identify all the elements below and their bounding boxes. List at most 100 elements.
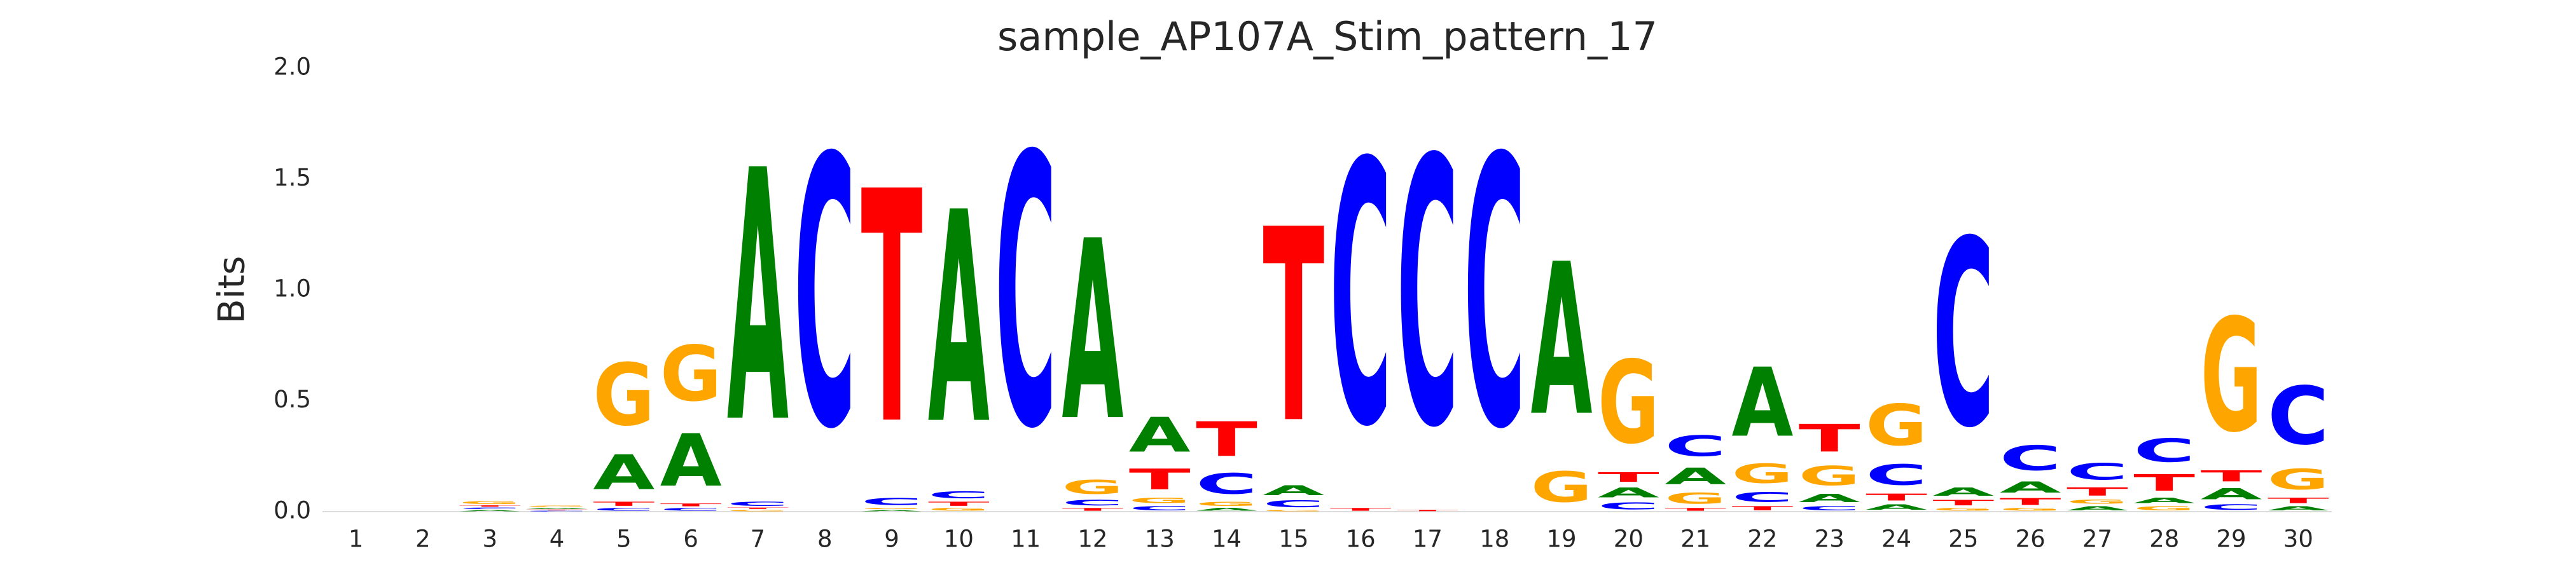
logo-letter: A (1263, 483, 1324, 498)
logo-letter: T (660, 503, 722, 507)
x-tick-label: 19 (1547, 526, 1577, 553)
logo-letter: T (1196, 412, 1257, 467)
logo-letter: G (2268, 463, 2329, 496)
logo-letter: C (1330, 87, 1392, 507)
logo-letter: A (660, 419, 722, 503)
logo-letter: T (2201, 467, 2262, 485)
logo-letter: C (995, 78, 1056, 510)
logo-letter: A (2201, 485, 2262, 503)
x-tick-label: 9 (884, 526, 899, 553)
logo-letter: T (1397, 510, 1458, 512)
x-tick-label: 2 (415, 526, 431, 553)
logo-letter: A (1665, 463, 1726, 489)
logo-letter: G (1062, 477, 1124, 499)
logo-letter: G (2000, 507, 2061, 512)
x-tick-label: 22 (1747, 526, 1777, 553)
logo-letter: C (1062, 498, 1124, 507)
logo-letter: T (2000, 496, 2061, 507)
logo-letter: G (1598, 336, 1659, 469)
logo-letter: C (1665, 430, 1726, 463)
logo-letter: C (2268, 371, 2329, 463)
logo-letter: G (1665, 489, 1726, 507)
logo-letter: C (794, 81, 855, 511)
x-tick-label: 13 (1145, 526, 1175, 553)
x-tick-label: 24 (1881, 526, 1911, 553)
logo-letter: C (660, 507, 722, 512)
x-tick-label: 5 (616, 526, 632, 553)
logo-letter: A (928, 150, 990, 488)
logo-letter: C (928, 489, 990, 500)
logo-letter: A (2133, 496, 2195, 505)
logo-letter: T (1062, 507, 1124, 512)
logo-letter: C (1732, 489, 1794, 505)
logo-letter: T (526, 510, 588, 511)
logo-letter: G (1196, 501, 1257, 507)
logo-letter: A (1732, 348, 1794, 458)
x-tick-label: 29 (2217, 526, 2247, 553)
logo-letter: G (928, 507, 990, 512)
x-tick-label: 12 (1077, 526, 1107, 553)
logo-letter: G (1799, 461, 1860, 492)
logo-letter: T (1866, 492, 1927, 503)
logo-letter: G (727, 510, 789, 512)
x-tick-label: 28 (2149, 526, 2179, 553)
logo-letter: C (593, 507, 654, 512)
x-tick-label: 3 (482, 526, 497, 553)
logo-letter: G (2201, 287, 2262, 467)
logo-letter: T (1129, 463, 1191, 496)
logo-letter: C (1196, 468, 1257, 501)
logo-letter: C (459, 507, 521, 509)
x-tick-label: 10 (944, 526, 974, 553)
logo-letter: C (526, 510, 588, 512)
logo-letter: G (1866, 392, 1927, 458)
logo-letter: A (1196, 507, 1257, 512)
x-tick-label: 14 (1212, 526, 1242, 553)
logo-letter: G (1129, 496, 1191, 505)
logo-letter: G (459, 501, 521, 505)
x-tick-label: 20 (1614, 526, 1644, 553)
logo-letter: A (2268, 505, 2329, 512)
logo-letter: G (1932, 507, 1994, 512)
logo-letter: A (2067, 505, 2128, 512)
x-tick-label: 23 (1815, 526, 1845, 553)
logo-letter: T (2268, 496, 2329, 505)
x-tick-label: 25 (1948, 526, 1978, 553)
x-tick-label: 21 (1680, 526, 1710, 553)
logo-letter: C (1598, 501, 1659, 512)
y-tick-label: 0.5 (274, 386, 311, 413)
logo-letter: G (2067, 498, 2128, 505)
logo-letter: G (660, 330, 722, 418)
chart-title: sample_AP107A_Stim_pattern_17 (997, 13, 1658, 60)
logo-letter: A (1062, 189, 1125, 475)
logo-letter: A (1531, 220, 1593, 463)
logo-letter: C (1397, 83, 1458, 508)
logo-letter: G (526, 505, 588, 507)
x-tick-label: 6 (683, 526, 698, 553)
logo-letter: A (1799, 492, 1860, 505)
logo-letter: T (2067, 485, 2128, 498)
logo-letter: C (2133, 432, 2195, 469)
logo-letter: C (861, 496, 923, 507)
x-tick-label: 4 (550, 526, 565, 553)
logo-letter: C (1799, 505, 1860, 512)
logo-letter: T (928, 501, 990, 507)
logo-letter: A (1866, 503, 1927, 512)
x-tick-label: 16 (1346, 526, 1376, 553)
logo-letter: T (1330, 507, 1392, 512)
logo-letter: C (2201, 503, 2262, 512)
logo-letter: G (2133, 505, 2195, 512)
x-tick-label: 18 (1479, 526, 1509, 553)
x-tick-label: 1 (349, 526, 364, 553)
x-tick-label: 17 (1413, 526, 1443, 553)
x-tick-label: 7 (751, 526, 766, 553)
logo-letter: C (2000, 439, 2061, 479)
logo-letter: T (1665, 507, 1726, 512)
x-tick-label: 8 (817, 526, 833, 553)
logo-letter: A (727, 97, 789, 500)
logo-letter: T (459, 505, 521, 507)
logo-letter: T (1598, 470, 1659, 485)
y-tick-label: 0.0 (274, 497, 311, 524)
x-tick-label: 15 (1278, 526, 1308, 553)
x-tick-label: 27 (2082, 526, 2112, 553)
